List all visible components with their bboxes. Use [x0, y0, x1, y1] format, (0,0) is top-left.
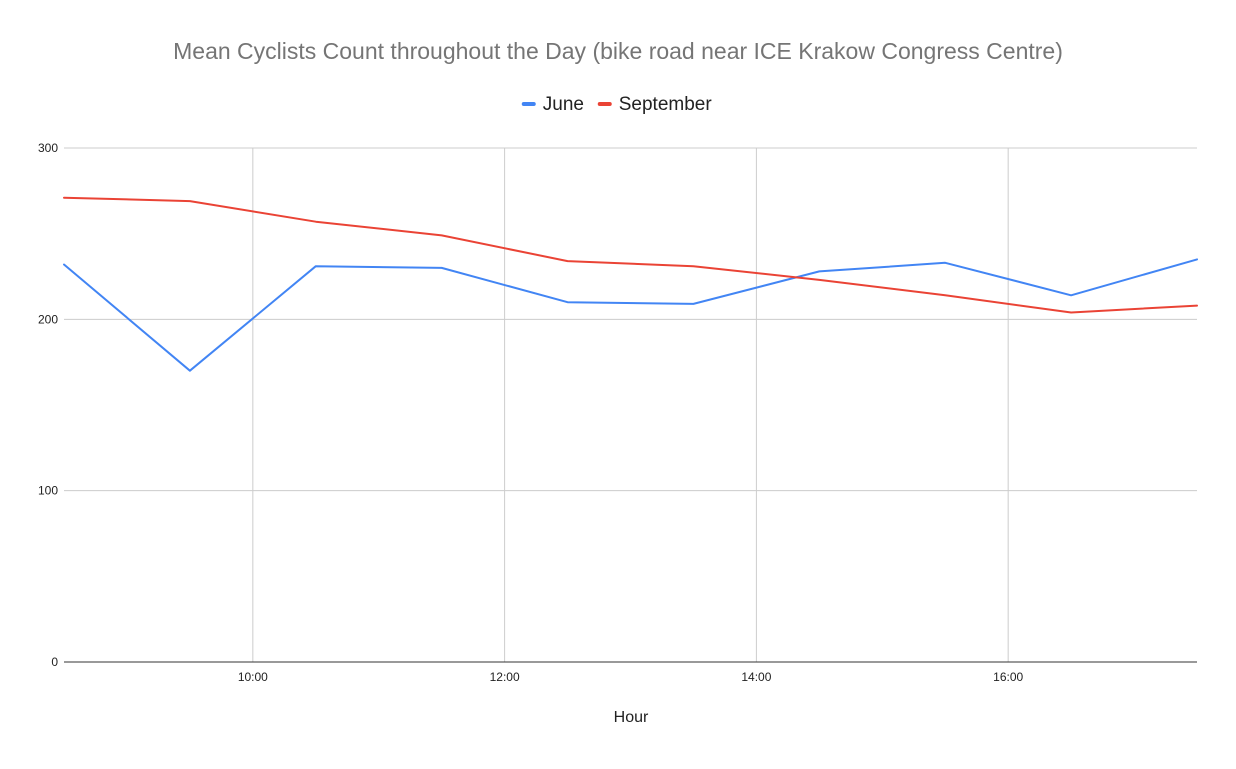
axes: 0 100 200 300 10:00 12:00 14:00 16:00	[38, 141, 1197, 684]
x-tick-label: 14:00	[741, 670, 771, 684]
y-tick-label: 100	[38, 484, 58, 498]
x-tick-label: 10:00	[238, 670, 268, 684]
x-tick-label: 16:00	[993, 670, 1023, 684]
y-tick-label: 0	[51, 655, 58, 669]
legend-label-june: June	[543, 94, 584, 115]
x-axis-title: Hour	[614, 709, 649, 726]
y-tick-label: 200	[38, 312, 58, 326]
chart-title: Mean Cyclists Count throughout the Day (…	[173, 38, 1063, 64]
series-lines	[63, 196, 1198, 372]
series-line-june	[63, 258, 1198, 372]
legend: June September	[521, 94, 713, 115]
legend-label-september: September	[619, 94, 713, 115]
x-tick-label: 12:00	[490, 670, 520, 684]
series-line-september	[63, 196, 1198, 314]
y-tick-label: 300	[38, 141, 58, 155]
